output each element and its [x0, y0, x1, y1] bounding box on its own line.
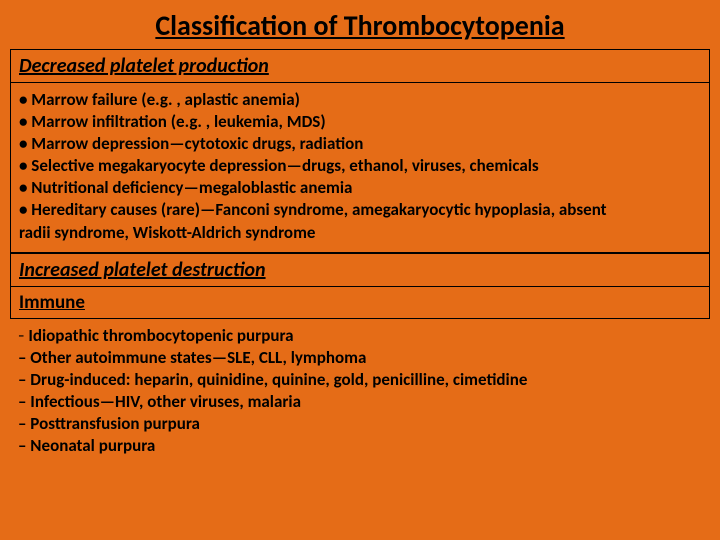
dash-item: – Idiopathic thrombocytopenic purpura: [18, 325, 702, 347]
bullet-item: • Marrow infiltration (e.g. , leukemia, …: [19, 111, 701, 133]
bullet-item: • Nutritional deficiency—megaloblastic a…: [19, 177, 701, 199]
dash-item: – Drug-induced: heparin, quinidine, quin…: [18, 369, 702, 391]
bullet-item: • Marrow failure (e.g. , aplastic anemia…: [19, 89, 701, 111]
section2-header: Increased platelet destruction: [10, 253, 710, 287]
slide-title: Classification of Thrombocytopenia: [10, 8, 710, 43]
slide-container: Classification of Thrombocytopenia Decre…: [0, 0, 720, 540]
bullet-item: • Hereditary causes (rare)—Fanconi syndr…: [19, 199, 701, 221]
bullet-item: • Marrow depression—cytotoxic drugs, rad…: [19, 133, 701, 155]
bullet-item: • Selective megakaryocyte depression—dru…: [19, 155, 701, 177]
section1-content: • Marrow failure (e.g. , aplastic anemia…: [10, 83, 710, 253]
dash-item: – Posttransfusion purpura: [18, 413, 702, 435]
section2-content: – Idiopathic thrombocytopenic purpura – …: [10, 319, 710, 466]
bullet-item: radii syndrome, Wiskott-Aldrich syndrome: [19, 222, 701, 244]
dash-item: – Infectious—HIV, other viruses, malaria: [18, 391, 702, 413]
dash-item: – Other autoimmune states—SLE, CLL, lymp…: [18, 347, 702, 369]
dash-text: Idiopathic thrombocytopenic purpura: [28, 325, 293, 346]
section1-header: Decreased platelet production: [10, 49, 710, 83]
section2-subheader: Immune: [10, 287, 710, 319]
dash-item: – Neonatal purpura: [18, 435, 702, 457]
